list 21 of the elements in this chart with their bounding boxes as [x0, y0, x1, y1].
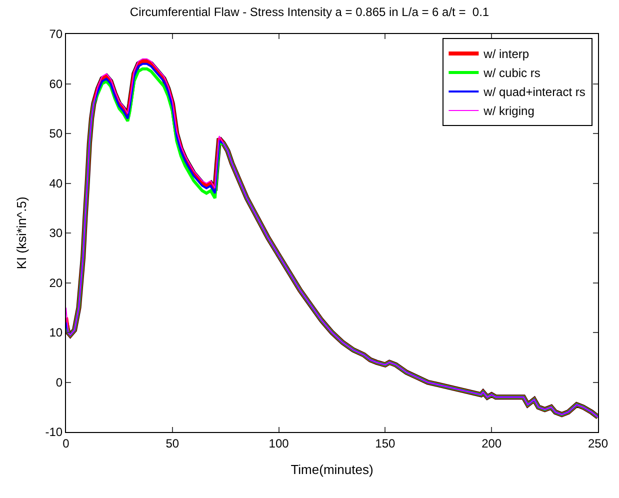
- y-tick-label: -10: [45, 425, 63, 440]
- legend-label: w/ cubic rs: [482, 66, 540, 80]
- y-tick-label: 60: [49, 76, 63, 91]
- y-axis-title: KI (ksi*in^.5): [14, 196, 30, 270]
- y-tick-label: 10: [49, 326, 63, 340]
- y-tick-label: 0: [56, 375, 63, 390]
- legend-label: w/ quad+interact rs: [482, 85, 586, 100]
- y-tick-label: 50: [49, 126, 63, 141]
- legend-label: w/ kriging: [482, 104, 534, 118]
- chart-title: Circumferential Flaw - Stress Intensity a = 0.865 in L/a = 6 a/t = 0.1: [130, 4, 490, 19]
- y-tick-label: 70: [49, 27, 63, 42]
- x-tick-label: 150: [375, 436, 396, 450]
- y-tick-label: 20: [49, 276, 63, 290]
- y-tick-label: 30: [49, 226, 63, 240]
- x-tick-label: 200: [482, 436, 502, 450]
- legend-label: w/ interp: [482, 47, 530, 62]
- x-tick-label: 100: [268, 436, 290, 450]
- x-tick-label: 50: [166, 436, 180, 450]
- x-tick-label: 250: [588, 436, 608, 450]
- x-axis-title: Time(minutes): [290, 462, 374, 477]
- y-tick-label: 40: [49, 176, 63, 190]
